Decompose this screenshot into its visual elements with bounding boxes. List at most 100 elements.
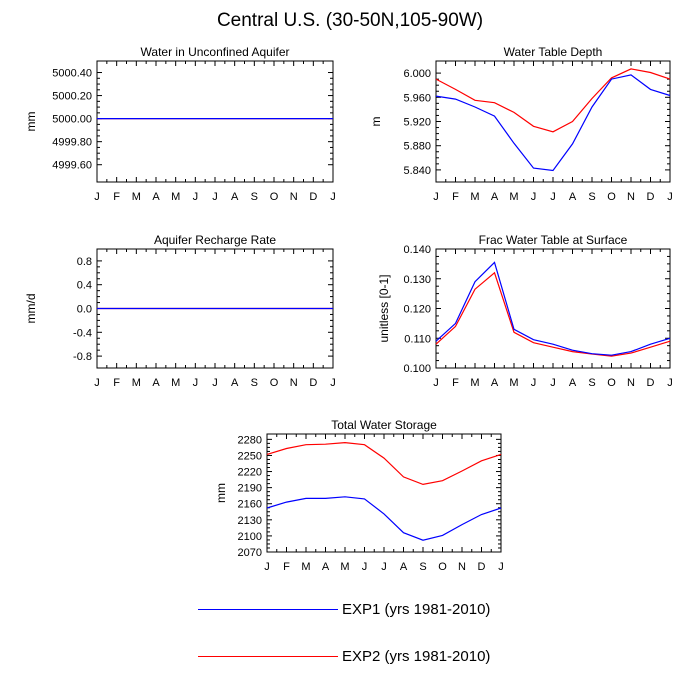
- x-tick-label: M: [171, 191, 180, 203]
- y-tick-label: 6.000: [403, 68, 431, 80]
- x-tick-label: M: [470, 377, 479, 389]
- x-tick-label: N: [627, 377, 635, 389]
- x-tick-label: M: [132, 377, 141, 389]
- y-tick-label: 2280: [238, 434, 262, 446]
- plot-frame: [266, 433, 502, 553]
- y-tick-label: 4999.80: [52, 137, 92, 149]
- panel-title: Water in Unconfined Aquifer: [141, 45, 290, 59]
- x-tick-label: F: [113, 191, 120, 203]
- x-tick-label: J: [264, 561, 270, 573]
- x-tick-label: A: [152, 191, 160, 203]
- x-tick-label: J: [550, 377, 556, 389]
- y-tick-label: 2100: [238, 531, 262, 543]
- x-tick-label: D: [309, 377, 317, 389]
- x-tick-label: F: [452, 191, 459, 203]
- y-tick-label: 5.960: [403, 92, 431, 104]
- x-tick-label: A: [231, 377, 239, 389]
- x-tick-label: M: [340, 561, 349, 573]
- x-tick-label: D: [478, 561, 486, 573]
- x-tick-label: D: [647, 191, 655, 203]
- x-tick-label: N: [290, 377, 298, 389]
- x-tick-label: J: [330, 377, 336, 389]
- y-axis-label: m: [369, 117, 383, 127]
- series-line-exp2: [266, 441, 502, 486]
- panel-title: Total Water Storage: [331, 418, 437, 432]
- y-tick-label: -0.4: [73, 327, 92, 339]
- x-tick-label: J: [94, 377, 100, 389]
- y-tick-label: 0.0: [77, 304, 92, 316]
- y-tick-label: 0.4: [77, 280, 92, 292]
- legend-label-exp1: EXP1 (yrs 1981-2010): [342, 601, 491, 618]
- series-line-exp1: [435, 261, 671, 356]
- y-tick-label: 5000.40: [52, 68, 92, 80]
- x-tick-label: A: [569, 377, 577, 389]
- x-tick-label: J: [667, 191, 673, 203]
- y-tick-label: 2220: [238, 467, 262, 479]
- y-tick-label: 2190: [238, 483, 262, 495]
- series-line-exp1: [435, 74, 671, 172]
- x-tick-label: A: [491, 377, 499, 389]
- x-tick-label: M: [509, 191, 518, 203]
- x-tick-label: J: [330, 191, 336, 203]
- y-tick-label: 2070: [238, 547, 262, 559]
- x-tick-label: J: [193, 191, 199, 203]
- x-tick-label: N: [458, 561, 466, 573]
- x-tick-label: A: [569, 191, 577, 203]
- x-tick-label: O: [607, 377, 616, 389]
- x-tick-label: A: [400, 561, 408, 573]
- y-axis-label: mm/d: [24, 294, 38, 324]
- x-tick-label: F: [452, 377, 459, 389]
- x-tick-label: J: [433, 377, 439, 389]
- x-tick-label: J: [193, 377, 199, 389]
- x-tick-label: S: [251, 191, 258, 203]
- x-tick-label: A: [322, 561, 330, 573]
- x-tick-label: S: [251, 377, 258, 389]
- legend-entry-exp2: EXP2 (yrs 1981-2010): [198, 648, 490, 665]
- x-tick-label: J: [94, 191, 100, 203]
- x-tick-label: N: [627, 191, 635, 203]
- x-tick-label: S: [588, 377, 595, 389]
- x-tick-label: D: [309, 191, 317, 203]
- y-tick-label: 0.8: [77, 256, 92, 268]
- x-tick-label: J: [381, 561, 387, 573]
- y-tick-label: -0.8: [73, 351, 92, 363]
- y-tick-label: 5000.20: [52, 91, 92, 103]
- x-tick-label: J: [212, 377, 218, 389]
- series-line-exp2: [435, 68, 671, 133]
- x-tick-label: O: [607, 191, 616, 203]
- x-tick-label: D: [647, 377, 655, 389]
- x-tick-label: M: [301, 561, 310, 573]
- legend-line-exp2: [198, 656, 338, 657]
- y-tick-label: 2160: [238, 499, 262, 511]
- x-tick-label: J: [498, 561, 504, 573]
- y-tick-label: 5.840: [403, 165, 431, 177]
- x-tick-label: J: [362, 561, 368, 573]
- x-tick-label: M: [132, 191, 141, 203]
- x-tick-label: A: [231, 191, 239, 203]
- y-tick-label: 5000.00: [52, 114, 92, 126]
- legend-label-exp2: EXP2 (yrs 1981-2010): [342, 648, 491, 665]
- legend-line-exp1: [198, 609, 338, 610]
- y-tick-label: 0.140: [403, 244, 431, 256]
- plot-frame: [435, 60, 671, 183]
- x-tick-label: S: [588, 191, 595, 203]
- panel-title: Aquifer Recharge Rate: [154, 233, 276, 247]
- x-tick-label: A: [152, 377, 160, 389]
- x-tick-label: M: [509, 377, 518, 389]
- figure-title: Central U.S. (30-50N,105-90W): [216, 10, 484, 31]
- series-line-exp2: [435, 271, 671, 357]
- x-tick-label: J: [531, 377, 537, 389]
- x-tick-label: M: [171, 377, 180, 389]
- series-line-exp1: [266, 496, 502, 541]
- x-tick-label: J: [531, 191, 537, 203]
- x-tick-label: J: [550, 191, 556, 203]
- plot-frame: [96, 60, 334, 183]
- y-axis-label: unitless [0-1]: [377, 274, 391, 342]
- x-tick-label: S: [419, 561, 426, 573]
